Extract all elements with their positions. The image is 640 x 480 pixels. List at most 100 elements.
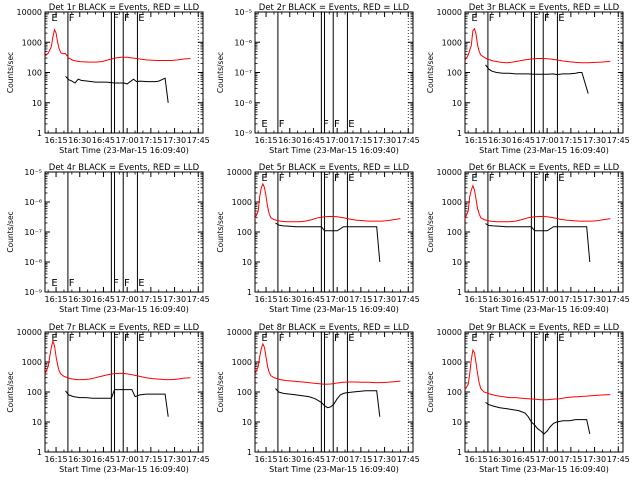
x-tick-label: 16:30 bbox=[278, 295, 301, 304]
y-tick-label: 10⁻⁷ bbox=[234, 69, 252, 78]
x-tick-label: 16:30 bbox=[488, 295, 511, 304]
x-axis-label: Start Time (23-Mar-15 16:09:40) bbox=[479, 305, 609, 314]
y-axis-label: Counts/sec bbox=[6, 211, 15, 252]
chart-title: Det 6r BLACK = Events, RED = LLD bbox=[469, 163, 620, 173]
y-tick-label: 100 bbox=[237, 388, 252, 397]
y-axis-label: Counts/sec bbox=[216, 52, 225, 93]
x-tick-label: 17:15 bbox=[139, 295, 162, 304]
flag-marker-f: F bbox=[533, 173, 539, 184]
x-tick-label: 17:00 bbox=[116, 455, 139, 464]
x-tick-label: 16:30 bbox=[488, 455, 511, 464]
x-tick-label: 16:45 bbox=[92, 455, 115, 464]
y-axis-label: Counts/sec bbox=[216, 371, 225, 412]
x-tick-label: 16:45 bbox=[92, 136, 115, 145]
plot-frame bbox=[254, 11, 414, 134]
x-tick-label: 17:00 bbox=[116, 295, 139, 304]
events-series-line bbox=[485, 223, 591, 263]
flag-marker-e: E bbox=[51, 278, 57, 289]
flag-marker-f: F bbox=[323, 173, 329, 184]
x-tick-label: 16:30 bbox=[278, 455, 301, 464]
flag-marker-e: E bbox=[51, 333, 57, 344]
x-tick-label: 16:15 bbox=[465, 295, 488, 304]
x-tick-label: 17:15 bbox=[139, 136, 162, 145]
flag-marker-e: E bbox=[558, 173, 564, 184]
y-tick-label: 10000 bbox=[437, 8, 462, 17]
x-tick-label: 17:15 bbox=[349, 295, 372, 304]
y-tick-label: 10⁻⁷ bbox=[24, 228, 42, 237]
flag-marker-f: F bbox=[544, 13, 550, 24]
x-tick-label: 16:30 bbox=[68, 295, 91, 304]
y-tick-label: 10000 bbox=[437, 328, 462, 337]
x-tick-label: 17:00 bbox=[326, 455, 349, 464]
x-tick-label: 17:00 bbox=[536, 295, 559, 304]
y-tick-label: 10⁻⁶ bbox=[234, 38, 252, 47]
flag-marker-e: E bbox=[558, 333, 564, 344]
plot-frame bbox=[44, 11, 204, 134]
chart-title: Det 4r BLACK = Events, RED = LLD bbox=[49, 163, 200, 173]
y-tick-label: 1 bbox=[457, 448, 462, 457]
panel-det-7r: Det 7r BLACK = Events, RED = LLD 1 10 100 10… bbox=[6, 323, 210, 474]
lld-series-line bbox=[44, 28, 191, 63]
y-tick-label: 10⁻⁵ bbox=[24, 168, 42, 177]
y-tick-label: 1 bbox=[247, 288, 252, 297]
flag-marker-f: F bbox=[489, 333, 495, 344]
y-tick-label: 1000 bbox=[442, 358, 462, 367]
events-series-line bbox=[275, 388, 381, 417]
y-tick-label: 1 bbox=[37, 129, 42, 138]
flag-marker-f: F bbox=[279, 173, 285, 184]
x-tick-label: 17:15 bbox=[139, 455, 162, 464]
y-tick-label: 10 bbox=[32, 99, 42, 108]
x-tick-label: 17:45 bbox=[607, 455, 630, 464]
x-axis-label: Start Time (23-Mar-15 16:09:40) bbox=[479, 146, 609, 155]
x-axis-label: Start Time (23-Mar-15 16:09:40) bbox=[59, 305, 189, 314]
x-tick-label: 17:00 bbox=[116, 136, 139, 145]
plot-frame bbox=[44, 171, 204, 293]
x-tick-label: 16:15 bbox=[45, 455, 68, 464]
y-axis-label: Counts/sec bbox=[426, 371, 435, 412]
flag-marker-e: E bbox=[471, 333, 477, 344]
x-tick-label: 16:30 bbox=[488, 136, 511, 145]
flag-marker-f: F bbox=[124, 13, 130, 24]
x-tick-label: 16:15 bbox=[45, 136, 68, 145]
flag-marker-f: F bbox=[113, 333, 119, 344]
flag-marker-f: F bbox=[544, 333, 550, 344]
y-tick-label: 10⁻⁹ bbox=[24, 288, 42, 297]
plot-frame bbox=[464, 171, 624, 293]
flag-marker-e: E bbox=[138, 13, 144, 24]
flag-marker-f: F bbox=[279, 119, 285, 130]
flag-marker-f: F bbox=[113, 278, 119, 289]
lld-series-line bbox=[464, 348, 611, 401]
lld-series-line bbox=[254, 182, 401, 223]
x-tick-label: 17:30 bbox=[583, 455, 606, 464]
flag-marker-e: E bbox=[261, 333, 267, 344]
x-tick-label: 17:00 bbox=[536, 455, 559, 464]
flag-marker-f: F bbox=[323, 119, 329, 130]
y-tick-label: 10⁻⁹ bbox=[234, 129, 252, 138]
y-tick-label: 1000 bbox=[442, 38, 462, 47]
chart-title: Det 9r BLACK = Events, RED = LLD bbox=[469, 323, 620, 333]
y-tick-label: 100 bbox=[27, 388, 42, 397]
lld-series-line bbox=[44, 339, 191, 381]
x-tick-label: 17:45 bbox=[187, 295, 210, 304]
lld-series-line bbox=[464, 27, 611, 64]
x-tick-label: 17:30 bbox=[163, 136, 186, 145]
x-tick-label: 17:15 bbox=[349, 455, 372, 464]
y-tick-label: 10 bbox=[452, 99, 462, 108]
flag-marker-f: F bbox=[489, 173, 495, 184]
x-tick-label: 17:30 bbox=[373, 295, 396, 304]
events-series-line bbox=[485, 401, 591, 435]
x-axis-label: Start Time (23-Mar-15 16:09:40) bbox=[269, 146, 399, 155]
flag-marker-e: E bbox=[261, 119, 267, 130]
x-tick-label: 16:30 bbox=[68, 455, 91, 464]
plot-frame bbox=[464, 11, 624, 134]
panel-det-8r: Det 8r BLACK = Events, RED = LLD 1 10 100 10… bbox=[216, 323, 420, 474]
y-tick-label: 1000 bbox=[22, 38, 42, 47]
panel-det-5r: Det 5r BLACK = Events, RED = LLD 1 10 100 10… bbox=[216, 163, 420, 314]
x-tick-label: 16:45 bbox=[512, 295, 535, 304]
x-tick-label: 16:15 bbox=[45, 295, 68, 304]
panel-det-6r: Det 6r BLACK = Events, RED = LLD 1 10 100 10… bbox=[426, 163, 630, 314]
events-series-line bbox=[275, 222, 381, 263]
x-axis-label: Start Time (23-Mar-15 16:09:40) bbox=[269, 465, 399, 474]
x-tick-label: 17:15 bbox=[559, 455, 582, 464]
